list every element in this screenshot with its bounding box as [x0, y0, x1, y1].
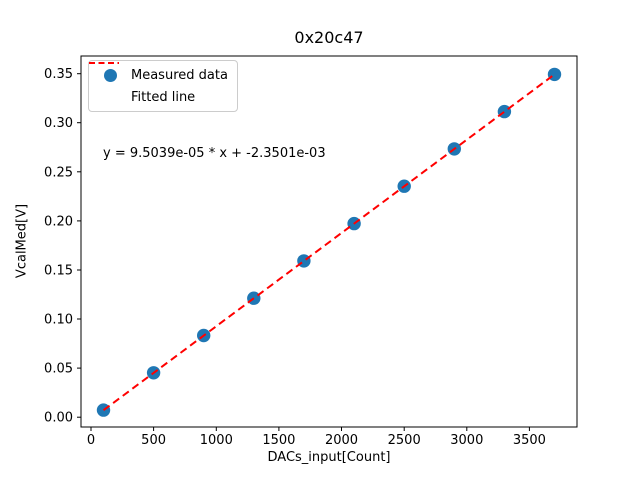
x-tick-label: 3500 — [513, 433, 546, 448]
scatter-marker-icon — [95, 68, 125, 82]
y-tick-label: 0.35 — [44, 67, 73, 82]
legend-item-measured-data: Measured data — [95, 65, 228, 85]
x-tick-label: 1500 — [262, 433, 295, 448]
x-tick-label: 1000 — [200, 433, 233, 448]
legend: Measured data Fitted line — [88, 60, 238, 112]
x-tick-label: 0 — [87, 433, 95, 448]
x-tick-label: 2000 — [325, 433, 358, 448]
axes-frame — [80, 55, 578, 428]
y-tick-label: 0.20 — [44, 214, 73, 229]
legend-label-measured-data: Measured data — [131, 67, 228, 83]
y-tick-label: 0.25 — [44, 165, 73, 180]
x-tick-label: 3000 — [450, 433, 483, 448]
x-tick-label: 500 — [141, 433, 166, 448]
x-axis-label: DACs_input[Count] — [267, 450, 391, 465]
y-tick-label: 0.00 — [44, 411, 73, 426]
y-tick-label: 0.10 — [44, 313, 73, 328]
y-axis-label: VcalMed[V] — [14, 203, 30, 279]
y-tick-label: 0.30 — [44, 116, 73, 131]
y-tick-label: 0.05 — [44, 362, 73, 377]
y-tick-label: 0.15 — [44, 264, 73, 279]
fit-equation-annotation: y = 9.5039e-05 * x + -2.3501e-03 — [103, 146, 326, 161]
fitted-line — [102, 73, 556, 412]
legend-label-fitted-line: Fitted line — [131, 89, 196, 105]
legend-item-fitted-line: Fitted line — [89, 62, 228, 107]
chart-title: 0x20c47 — [294, 28, 364, 47]
x-tick-label: 2500 — [388, 433, 421, 448]
